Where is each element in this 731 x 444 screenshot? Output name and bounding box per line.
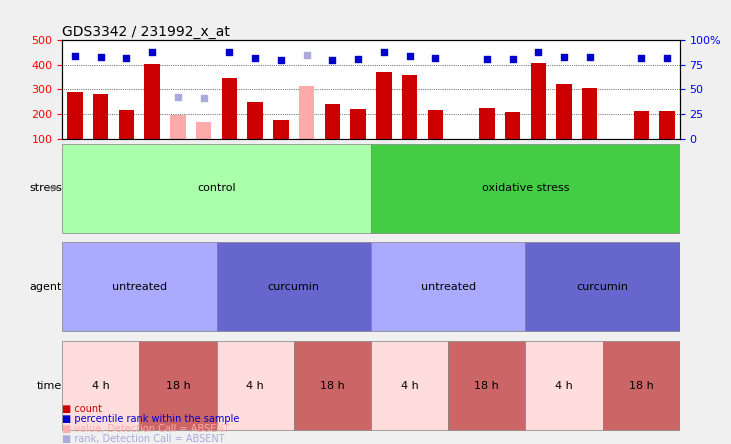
- Bar: [299, 86, 314, 139]
- FancyBboxPatch shape: [371, 242, 526, 331]
- Point: [172, 94, 183, 101]
- Bar: [67, 92, 83, 139]
- Bar: [479, 107, 494, 139]
- Point: [352, 56, 364, 63]
- FancyBboxPatch shape: [602, 341, 680, 430]
- Point: [430, 55, 442, 62]
- Point: [275, 57, 287, 64]
- FancyBboxPatch shape: [62, 242, 216, 331]
- Point: [481, 55, 493, 62]
- Bar: [531, 63, 546, 139]
- Bar: [350, 109, 366, 139]
- Point: [198, 94, 210, 101]
- Text: curcumin: curcumin: [577, 282, 629, 292]
- Point: [146, 48, 158, 55]
- Text: ■ value, Detection Call = ABSENT: ■ value, Detection Call = ABSENT: [62, 424, 230, 434]
- Point: [661, 55, 673, 62]
- Point: [635, 55, 647, 62]
- Text: ■ percentile rank within the sample: ■ percentile rank within the sample: [62, 414, 240, 424]
- Bar: [505, 111, 520, 139]
- Point: [404, 52, 415, 59]
- Point: [507, 55, 518, 62]
- Text: 18 h: 18 h: [474, 381, 499, 391]
- Bar: [582, 88, 597, 139]
- Point: [95, 53, 107, 60]
- Text: time: time: [37, 381, 62, 391]
- Bar: [428, 110, 443, 139]
- Point: [327, 56, 338, 63]
- Text: untreated: untreated: [112, 282, 167, 292]
- Text: GDS3342 / 231992_x_at: GDS3342 / 231992_x_at: [62, 25, 230, 39]
- Point: [224, 49, 235, 56]
- Text: oxidative stress: oxidative stress: [482, 183, 569, 193]
- Text: 4 h: 4 h: [401, 381, 418, 391]
- Point: [300, 51, 312, 58]
- Point: [121, 55, 132, 62]
- Bar: [118, 110, 135, 139]
- Text: 4 h: 4 h: [555, 381, 573, 391]
- Bar: [376, 71, 392, 139]
- Bar: [221, 78, 237, 139]
- Text: 4 h: 4 h: [246, 381, 264, 391]
- Bar: [402, 75, 417, 139]
- Point: [249, 54, 261, 61]
- Bar: [145, 64, 160, 139]
- Bar: [273, 120, 289, 139]
- Bar: [659, 111, 675, 139]
- Text: control: control: [197, 183, 236, 193]
- Bar: [634, 111, 649, 139]
- Bar: [247, 103, 263, 139]
- FancyBboxPatch shape: [216, 341, 294, 430]
- Text: ■ count: ■ count: [62, 404, 102, 415]
- FancyBboxPatch shape: [294, 341, 371, 430]
- Text: 4 h: 4 h: [92, 381, 110, 391]
- Point: [69, 52, 81, 59]
- FancyBboxPatch shape: [448, 341, 526, 430]
- FancyBboxPatch shape: [216, 242, 371, 331]
- Text: stress: stress: [29, 183, 62, 193]
- Text: agent: agent: [30, 282, 62, 292]
- FancyBboxPatch shape: [526, 242, 680, 331]
- FancyBboxPatch shape: [371, 341, 448, 430]
- Point: [558, 53, 570, 60]
- Bar: [196, 123, 211, 139]
- Text: 18 h: 18 h: [166, 381, 190, 391]
- Bar: [170, 115, 186, 139]
- Bar: [325, 104, 340, 139]
- Bar: [93, 94, 108, 139]
- Text: untreated: untreated: [420, 282, 476, 292]
- Point: [532, 48, 544, 56]
- FancyBboxPatch shape: [140, 341, 216, 430]
- FancyBboxPatch shape: [62, 144, 371, 233]
- Text: 18 h: 18 h: [320, 381, 345, 391]
- Point: [378, 48, 390, 56]
- Text: ■ rank, Detection Call = ABSENT: ■ rank, Detection Call = ABSENT: [62, 434, 224, 444]
- Text: curcumin: curcumin: [268, 282, 319, 292]
- FancyBboxPatch shape: [526, 341, 602, 430]
- FancyBboxPatch shape: [371, 144, 680, 233]
- Bar: [556, 84, 572, 139]
- Point: [584, 53, 596, 60]
- Text: 18 h: 18 h: [629, 381, 654, 391]
- FancyBboxPatch shape: [62, 341, 140, 430]
